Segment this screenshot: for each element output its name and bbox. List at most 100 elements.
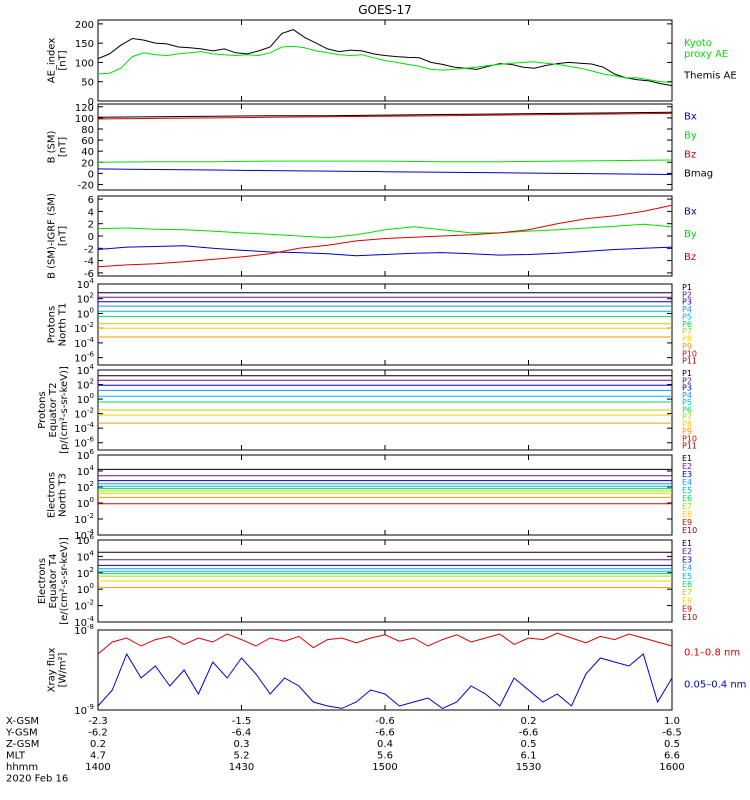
legend-entry: P10 [682,434,697,443]
x-tick-label: 0.5 [664,739,680,750]
legend-entry: P11 [682,357,697,366]
legend-entry: E2 [682,462,692,471]
y-axis-label: Equator T2 [48,383,59,438]
y-axis-label: AE_index [47,38,58,84]
y-axis-label: Electrons [37,558,48,604]
legend-entry: P3 [682,384,692,393]
x-tick-label: -6.5 [662,728,682,739]
x-row-label: X-GSM [6,716,39,727]
panel-frame [97,454,673,536]
date-label: 2020 Feb 16 [6,774,68,785]
y-axis-label: Protons [37,391,48,428]
legend-entry: P3 [682,298,692,307]
y-tick-label: 80 [81,125,94,136]
x-row-label: Z-GSM [6,739,39,750]
y-tick-label: 102 [77,480,94,494]
legend: 0.1–0.8 nm 0.05–0.4 nm [684,648,746,691]
y-axis-label: [nT] [58,50,69,70]
y-tick-label: 10-4 [74,421,94,435]
panel-xray-flux: 10-8 10-9 Xray flux [W/m²] 0.1–0.8 nm 0.05–0.… [47,623,747,717]
y-axis-label: Protons [47,306,58,343]
x-tick-label: -1.5 [232,716,252,727]
y-axis-label: North T1 [58,303,69,347]
y-tick-label: 100 [77,582,94,596]
legend-entry: P5 [682,312,692,321]
x-tick-label: 0.4 [377,739,393,750]
x-tick-label: 0.5 [521,739,537,750]
legend-entry: Themis AE [683,70,737,81]
legend-entry: P4 [682,305,692,314]
y-axis-label: [p/(cm²-s-sr-keV)] [59,366,70,454]
x-axis-table: -2.3-6.20.24.71400-1.5-6.40.35.21430-0.6… [5,20,685,785]
legend-entry: P1 [682,283,692,292]
y-tick-label: -2 [84,244,94,255]
legend-entry: Bz [684,150,696,161]
legend-entry: E4 [682,564,692,573]
legend-entry: Kyoto [684,38,712,49]
x-tick-label: -2.3 [88,716,108,727]
legend-entry: Bx [684,111,697,122]
panel-frame [97,195,673,277]
chart-title: GOES-17 [358,3,412,17]
y-axis-label: Xray flux [47,648,58,693]
y-tick-label: 0 [88,232,94,243]
legend-entry: E10 [682,526,697,535]
legend-entry: P8 [682,420,692,429]
y-tick-label: 104 [77,277,95,291]
legend-entry: E10 [682,613,697,622]
x-row-label: MLT [6,751,26,762]
y-tick-label: 10-2 [74,407,94,421]
y-tick-label: 10-2 [74,599,94,613]
legend-entry: E9 [682,518,692,527]
legend-entry: Bz [684,252,696,263]
x-tick-label: 4.7 [90,751,106,762]
legend-entry: E8 [682,510,692,519]
legend-entry: E5 [682,572,692,581]
series-kyoto-proxy-ae [97,45,673,83]
panel-frame [97,283,673,366]
series-bmag [97,111,673,118]
x-tick-label: 1500 [372,762,397,773]
y-tick-label: 200 [75,20,94,31]
x-tick-label: 0.2 [90,739,106,750]
y-axis-label: Electrons [47,472,58,518]
series-by [97,223,673,239]
series-0-05-0-4-nm [97,652,673,709]
y-tick-label: 120 [75,103,94,114]
legend-entry: 0.1–0.8 nm [684,648,740,659]
y-tick-label: 104 [77,363,95,377]
x-row-label: hhmm [6,762,38,773]
series-bz [97,112,673,120]
y-tick-label: 102 [77,378,94,392]
y-axis-label: B (SM) [47,130,58,163]
legend-entry: E5 [682,486,692,495]
x-tick-label: 6.1 [521,751,537,762]
x-tick-label: 0.3 [234,739,250,750]
legend-entry: P5 [682,398,692,407]
x-tick-label: 5.6 [377,751,393,762]
legend-entry: P11 [682,442,697,451]
legend-entry: P2 [682,290,692,299]
y-axis-label: [nT] [58,137,69,157]
legend-entry: E9 [682,605,692,614]
series-bx [97,168,673,175]
x-tick-label: -6.4 [232,728,252,739]
y-tick-label: 150 [75,39,94,50]
x-tick-label: 5.2 [234,751,250,762]
y-tick-label: -6 [84,269,94,280]
x-tick-label: 1530 [516,762,541,773]
series-themis-ae [97,29,673,87]
legend-entry: Bmag [684,169,713,180]
y-tick-label: 4 [88,207,94,218]
x-tick-label: 1600 [659,762,684,773]
y-tick-label: 0 [88,97,94,108]
y-tick-label: 100 [75,114,94,125]
legend-entry: E1 [682,454,692,463]
y-axis-label: [e/(cm²-s-sr-keV)] [59,537,70,625]
